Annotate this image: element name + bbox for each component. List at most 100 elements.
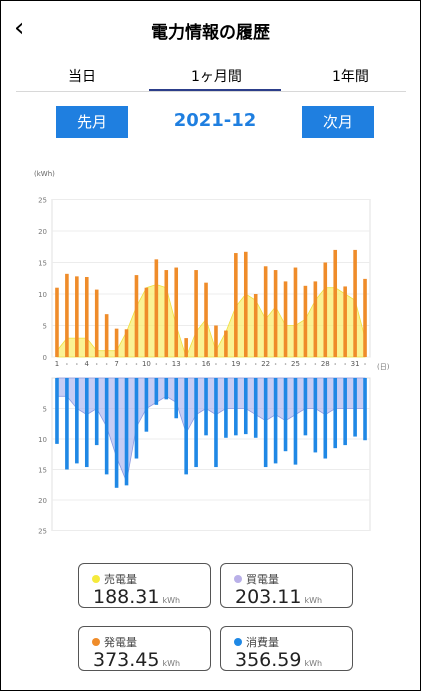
back-chevron-icon[interactable]: ‹: [14, 13, 25, 43]
x-tick-dot: [304, 363, 307, 365]
consumed-dot-icon: [234, 638, 242, 646]
generation-bar: [134, 275, 139, 357]
generation-bar: [323, 262, 328, 357]
generation-bar: [253, 294, 258, 357]
consumption-bar: [283, 378, 288, 452]
generation-bar: [353, 249, 357, 357]
generation-bar: [124, 329, 129, 357]
generation-bar: [313, 281, 318, 357]
legend-value: 373.45: [93, 649, 160, 671]
consumption-bar: [303, 378, 308, 436]
legend-unit: kWh: [162, 659, 181, 668]
consumption-bar: [263, 378, 268, 468]
x-tick-dot: [215, 363, 217, 365]
bought-area: [56, 377, 366, 484]
upper-y-tick: 15: [38, 260, 47, 268]
consumption-bar: [204, 378, 208, 436]
upper-y-tick: 25: [38, 197, 47, 205]
consumption-bar: [164, 378, 169, 400]
legend-unit: kWh: [304, 596, 323, 605]
generation-bar: [363, 278, 367, 357]
consumption-bar: [114, 378, 119, 488]
tab-year[interactable]: 1年間: [332, 69, 369, 85]
consumption-bar: [144, 378, 149, 432]
consumption-bar: [65, 378, 69, 470]
x-tick-dot: [76, 363, 78, 365]
generation-bar: [273, 270, 278, 357]
x-tick-dot: [244, 363, 247, 365]
consumption-bar: [184, 378, 188, 475]
generation-bar: [283, 281, 288, 357]
x-tick-label: 13: [172, 360, 181, 368]
generation-bar: [204, 282, 208, 357]
day-unit-label: (日): [377, 363, 390, 371]
bought-dot-icon: [234, 575, 242, 583]
consumption-bar: [124, 378, 129, 486]
generation-bar: [234, 253, 238, 357]
legend-label: 買電量: [246, 573, 279, 586]
active-tab-indicator: [149, 89, 281, 91]
generation-bar: [84, 276, 89, 357]
generation-bar: [243, 251, 248, 357]
tab-today[interactable]: 当日: [68, 69, 96, 85]
generation-bar: [104, 314, 109, 357]
legend-generated: 発電量 373.45 kWh: [78, 626, 211, 671]
consumption-bar: [94, 378, 99, 446]
x-tick-label: 10: [142, 360, 151, 368]
consumption-bar: [333, 378, 338, 449]
tab-month[interactable]: 1ヶ月間: [191, 69, 242, 85]
sold-dot-icon: [92, 575, 100, 583]
x-tick-dot: [254, 363, 257, 365]
legend-consumed: 消費量 356.59 kWh: [220, 626, 353, 671]
x-tick-dot: [105, 363, 108, 365]
x-tick-dot: [195, 363, 197, 365]
generation-bar: [114, 328, 119, 357]
legend-unit: kWh: [304, 659, 323, 668]
consumption-bar: [313, 378, 318, 453]
consumption-bar: [154, 378, 159, 405]
next-month-button[interactable]: 次月: [302, 106, 374, 138]
generation-bar: [333, 249, 338, 357]
x-tick-dot: [95, 363, 98, 365]
x-tick-dot: [125, 363, 128, 365]
generation-bar: [55, 287, 59, 357]
x-tick-dot: [66, 363, 68, 365]
consumption-bar: [293, 378, 298, 465]
x-tick-dot: [364, 363, 366, 365]
generation-bar: [214, 325, 218, 357]
consumption-bar: [134, 378, 139, 459]
upper-y-tick: 20: [38, 228, 47, 236]
x-tick-dot: [334, 363, 337, 365]
prev-month-button[interactable]: 先月: [56, 106, 128, 138]
consumption-bar: [194, 378, 198, 468]
x-tick-label: 19: [231, 360, 240, 368]
generation-bar: [343, 286, 347, 357]
consumption-bar: [243, 378, 248, 435]
lower-y-tick: 15: [38, 467, 47, 475]
month-navigation: 先月 2021-12 次月: [0, 92, 421, 152]
legend-value: 356.59: [235, 649, 302, 671]
x-tick-label: 1: [55, 360, 59, 368]
generation-bar: [164, 270, 169, 357]
legend-sold: 売電量 188.31 kWh: [78, 563, 211, 608]
generation-bar: [224, 330, 228, 357]
lower-y-tick: 20: [38, 497, 47, 505]
header: ‹ 電力情報の履歴: [0, 0, 421, 58]
generation-bar: [184, 338, 188, 357]
generation-bar: [174, 267, 179, 357]
consumption-bar: [75, 378, 79, 464]
current-month: 2021-12: [173, 110, 257, 131]
lower-y-tick: 10: [38, 436, 47, 444]
page-title: 電力情報の履歴: [151, 23, 270, 43]
energy-chart: 0 5 5 10 10 15 15 20 20 25 25 1 4 7 10 13 16 19 22 25 28 31 (日…: [38, 197, 390, 536]
generation-bar: [194, 270, 198, 357]
x-tick-dot: [155, 363, 158, 365]
consumption-bar: [214, 378, 218, 468]
x-tick-label: 7: [114, 360, 118, 368]
consumption-bar: [234, 378, 238, 436]
consumption-bar: [224, 378, 228, 438]
period-tabs: 当日 1ヶ月間 1年間: [16, 58, 406, 92]
consumption-bar: [104, 378, 109, 475]
x-tick-dot: [165, 363, 168, 365]
consumption-bar: [55, 378, 59, 444]
